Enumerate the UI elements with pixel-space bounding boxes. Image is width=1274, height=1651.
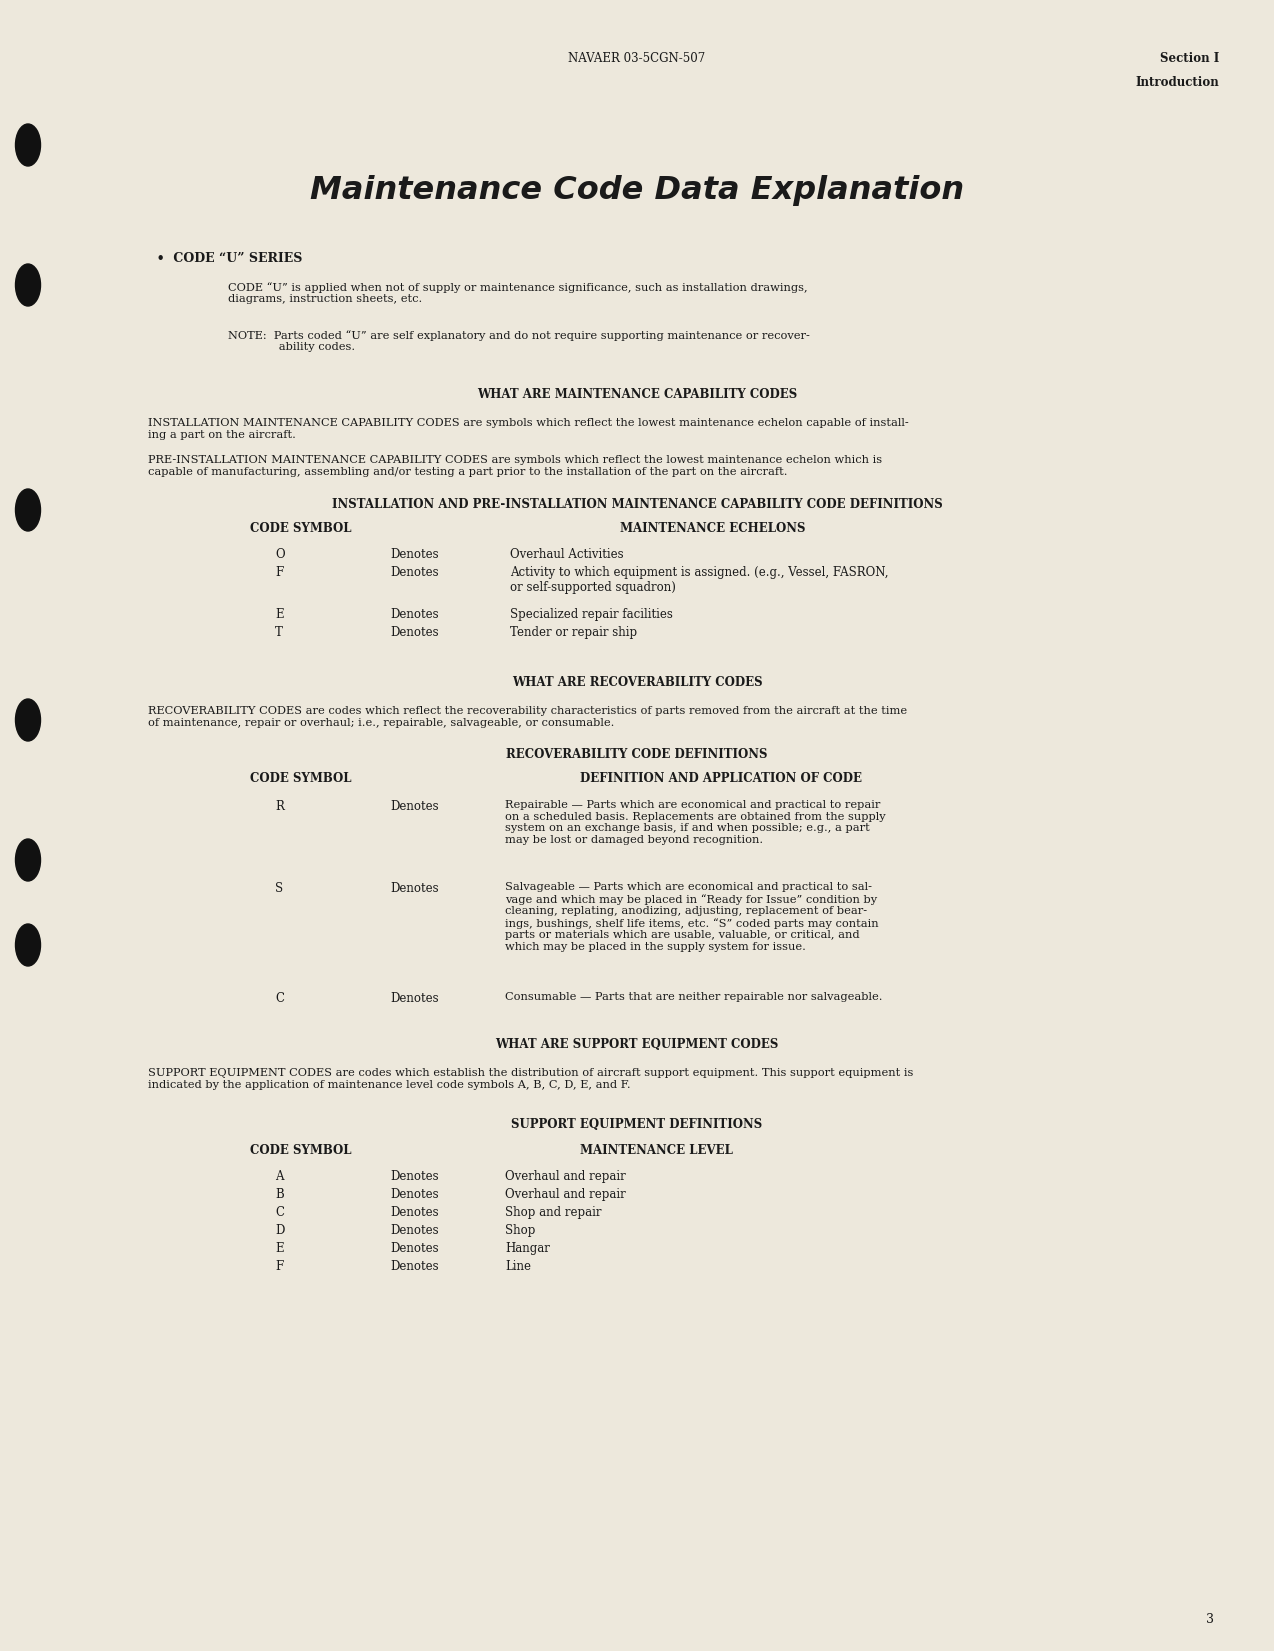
Text: SUPPORT EQUIPMENT DEFINITIONS: SUPPORT EQUIPMENT DEFINITIONS: [511, 1118, 763, 1131]
Text: C: C: [275, 1205, 284, 1218]
Text: F: F: [275, 1260, 283, 1273]
Text: MAINTENANCE ECHELONS: MAINTENANCE ECHELONS: [620, 522, 805, 535]
Text: Shop and repair: Shop and repair: [505, 1205, 601, 1218]
Ellipse shape: [15, 698, 41, 741]
Text: INSTALLATION MAINTENANCE CAPABILITY CODES are symbols which reflect the lowest m: INSTALLATION MAINTENANCE CAPABILITY CODE…: [148, 418, 908, 439]
Text: CODE SYMBOL: CODE SYMBOL: [250, 773, 352, 784]
Ellipse shape: [15, 839, 41, 882]
Text: E: E: [275, 608, 284, 621]
Text: Section I: Section I: [1159, 51, 1219, 64]
Text: Denotes: Denotes: [390, 1189, 438, 1200]
Text: Denotes: Denotes: [390, 882, 438, 895]
Text: Denotes: Denotes: [390, 801, 438, 812]
Text: Denotes: Denotes: [390, 1242, 438, 1255]
Text: S: S: [275, 882, 283, 895]
Text: •  CODE “U” SERIES: • CODE “U” SERIES: [148, 253, 302, 266]
Text: WHAT ARE SUPPORT EQUIPMENT CODES: WHAT ARE SUPPORT EQUIPMENT CODES: [496, 1038, 778, 1052]
Text: Overhaul and repair: Overhaul and repair: [505, 1171, 626, 1184]
Text: Denotes: Denotes: [390, 1260, 438, 1273]
Text: Hangar: Hangar: [505, 1242, 550, 1255]
Text: Denotes: Denotes: [390, 992, 438, 1005]
Text: Denotes: Denotes: [390, 1223, 438, 1237]
Text: NOTE:  Parts coded “U” are self explanatory and do not require supporting mainte: NOTE: Parts coded “U” are self explanato…: [228, 330, 810, 352]
Text: A: A: [275, 1171, 284, 1184]
Text: Denotes: Denotes: [390, 1205, 438, 1218]
Text: 3: 3: [1206, 1613, 1214, 1626]
Text: Overhaul Activities: Overhaul Activities: [510, 548, 624, 561]
Text: F: F: [275, 566, 283, 580]
Text: Activity to which equipment is assigned. (e.g., Vessel, FASRON,
or self-supporte: Activity to which equipment is assigned.…: [510, 566, 888, 594]
Text: Introduction: Introduction: [1135, 76, 1219, 89]
Text: NAVAER 03-5CGN-507: NAVAER 03-5CGN-507: [568, 51, 706, 64]
Text: Line: Line: [505, 1260, 531, 1273]
Text: CODE “U” is applied when not of supply or maintenance significance, such as inst: CODE “U” is applied when not of supply o…: [228, 282, 808, 304]
Text: PRE-INSTALLATION MAINTENANCE CAPABILITY CODES are symbols which reflect the lowe: PRE-INSTALLATION MAINTENANCE CAPABILITY …: [148, 456, 882, 477]
Text: WHAT ARE RECOVERABILITY CODES: WHAT ARE RECOVERABILITY CODES: [512, 675, 762, 688]
Text: Tender or repair ship: Tender or repair ship: [510, 626, 637, 639]
Ellipse shape: [15, 264, 41, 305]
Text: Salvageable — Parts which are economical and practical to sal-
vage and which ma: Salvageable — Parts which are economical…: [505, 882, 879, 953]
Text: MAINTENANCE LEVEL: MAINTENANCE LEVEL: [580, 1144, 733, 1157]
Text: SUPPORT EQUIPMENT CODES are codes which establish the distribution of aircraft s: SUPPORT EQUIPMENT CODES are codes which …: [148, 1068, 913, 1090]
Text: Consumable — Parts that are neither repairable nor salvageable.: Consumable — Parts that are neither repa…: [505, 992, 883, 1002]
Text: Denotes: Denotes: [390, 608, 438, 621]
Text: R: R: [275, 801, 284, 812]
Text: O: O: [275, 548, 284, 561]
Text: C: C: [275, 992, 284, 1005]
Ellipse shape: [15, 124, 41, 167]
Text: RECOVERABILITY CODE DEFINITIONS: RECOVERABILITY CODE DEFINITIONS: [506, 748, 768, 761]
Text: Repairable — Parts which are economical and practical to repair
on a scheduled b: Repairable — Parts which are economical …: [505, 801, 885, 845]
Ellipse shape: [15, 925, 41, 966]
Text: DEFINITION AND APPLICATION OF CODE: DEFINITION AND APPLICATION OF CODE: [580, 773, 862, 784]
Ellipse shape: [15, 489, 41, 532]
Text: WHAT ARE MAINTENANCE CAPABILITY CODES: WHAT ARE MAINTENANCE CAPABILITY CODES: [476, 388, 798, 401]
Text: Denotes: Denotes: [390, 626, 438, 639]
Text: Maintenance Code Data Explanation: Maintenance Code Data Explanation: [310, 175, 964, 206]
Text: Denotes: Denotes: [390, 566, 438, 580]
Text: Denotes: Denotes: [390, 548, 438, 561]
Text: Specialized repair facilities: Specialized repair facilities: [510, 608, 673, 621]
Text: E: E: [275, 1242, 284, 1255]
Text: RECOVERABILITY CODES are codes which reflect the recoverability characteristics : RECOVERABILITY CODES are codes which ref…: [148, 707, 907, 728]
Text: B: B: [275, 1189, 284, 1200]
Text: INSTALLATION AND PRE-INSTALLATION MAINTENANCE CAPABILITY CODE DEFINITIONS: INSTALLATION AND PRE-INSTALLATION MAINTE…: [331, 499, 943, 512]
Text: CODE SYMBOL: CODE SYMBOL: [250, 522, 352, 535]
Text: CODE SYMBOL: CODE SYMBOL: [250, 1144, 352, 1157]
Text: Overhaul and repair: Overhaul and repair: [505, 1189, 626, 1200]
Text: D: D: [275, 1223, 284, 1237]
Text: Denotes: Denotes: [390, 1171, 438, 1184]
Text: Shop: Shop: [505, 1223, 535, 1237]
Text: T: T: [275, 626, 283, 639]
